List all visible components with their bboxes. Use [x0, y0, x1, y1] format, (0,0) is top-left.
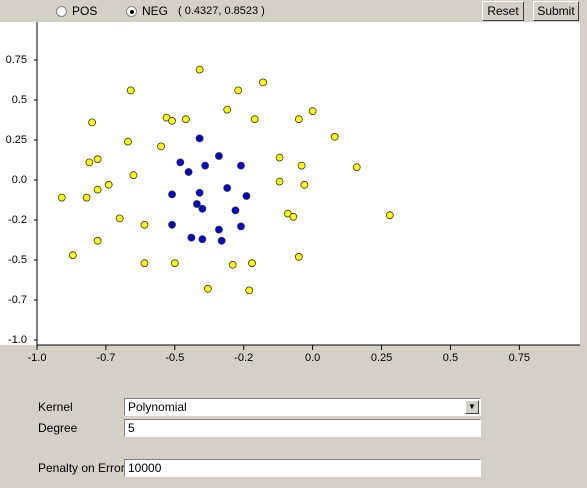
y-tick-label: 0.0: [12, 174, 27, 186]
x-tick-label: 0.5: [443, 352, 458, 364]
y-tick-label: 0.75: [6, 54, 27, 66]
data-point: [88, 118, 97, 127]
data-point: [168, 220, 176, 229]
text-input[interactable]: 10000: [124, 459, 481, 477]
data-point: [245, 286, 254, 295]
data-point: [308, 107, 317, 116]
data-point: [126, 86, 135, 95]
data-point: [93, 236, 102, 245]
data-point: [385, 211, 394, 220]
chart: 0.75 0.5 0.25 0.0 -0.2 -0.5 -0.7 -1.0-1.0 -0.7 -0…: [0, 22, 580, 364]
data-point: [330, 132, 339, 141]
data-point: [203, 284, 212, 293]
data-point: [294, 252, 303, 261]
data-point: [170, 259, 179, 268]
data-point: [231, 206, 240, 215]
plot-area: [0, 22, 580, 345]
x-tick-label: -0.5: [165, 352, 184, 364]
data-point: [93, 185, 102, 194]
x-tick-label: 0.25: [371, 352, 392, 364]
data-point: [157, 142, 165, 151]
data-point: [297, 161, 306, 170]
data-point: [198, 235, 207, 244]
field-label: Degree: [38, 421, 78, 435]
y-tick-label: -0.5: [8, 254, 27, 266]
data-point: [215, 152, 223, 160]
data-point: [201, 161, 210, 170]
data-point: [215, 225, 223, 234]
data-point: [217, 236, 226, 245]
radio-label: POS: [72, 4, 98, 18]
data-point: [195, 134, 204, 143]
data-point: [85, 158, 94, 167]
data-point: [234, 86, 243, 95]
coordinate-readout: ( 0.4327, 0.8523 ): [178, 5, 265, 17]
radio-button[interactable]: [56, 6, 67, 17]
data-point: [192, 200, 201, 208]
data-point: [275, 177, 284, 186]
y-tick-label: -0.2: [8, 214, 27, 226]
data-point: [352, 163, 361, 172]
data-point: [289, 212, 298, 221]
data-point: [195, 65, 204, 74]
data-point: [250, 115, 259, 124]
data-point: [104, 180, 113, 189]
button[interactable]: Submit: [533, 1, 579, 21]
field-label: Penalty on Error: [38, 461, 125, 475]
data-point: [242, 192, 251, 200]
text-input[interactable]: 5: [124, 419, 481, 437]
data-point: [223, 105, 232, 114]
data-point: [237, 222, 245, 231]
data-point: [82, 193, 91, 202]
x-tick-label: -1.0: [28, 352, 47, 364]
data-point: [168, 190, 176, 199]
data-point: [228, 260, 237, 269]
radio-label: NEG: [142, 4, 169, 18]
data-point: [57, 193, 66, 202]
field-label: Kernel: [38, 400, 73, 414]
data-point: [68, 251, 77, 260]
data-point: [198, 204, 207, 213]
radio-button[interactable]: [126, 6, 137, 17]
data-point: [223, 184, 232, 192]
data-point: [115, 214, 124, 223]
data-point: [93, 155, 102, 164]
data-point: [140, 259, 149, 268]
x-tick-label: 0.75: [509, 352, 530, 364]
y-tick-label: -0.7: [8, 294, 27, 306]
button[interactable]: Reset: [482, 1, 524, 21]
y-tick-label: 0.5: [12, 94, 27, 106]
data-point: [140, 220, 149, 229]
dropdown[interactable]: Polynomial ▼: [124, 398, 481, 416]
data-point: [124, 137, 132, 146]
data-point: [184, 168, 193, 176]
data-point: [237, 161, 245, 170]
data-point: [181, 115, 190, 124]
x-tick-label: 0.0: [305, 352, 320, 364]
dropdown-arrow[interactable]: ▼: [465, 400, 479, 414]
data-point: [275, 153, 284, 162]
data-point: [187, 233, 196, 242]
y-tick-label: -1.0: [8, 334, 27, 346]
data-point: [129, 171, 138, 180]
x-tick-label: -0.2: [234, 352, 253, 364]
data-point: [248, 259, 256, 268]
data-point: [168, 116, 176, 125]
data-point: [176, 158, 185, 167]
data-point: [259, 78, 267, 87]
x-tick-label: -0.7: [96, 352, 115, 364]
data-point: [195, 188, 204, 197]
y-tick-label: 0.25: [6, 134, 27, 146]
data-point: [294, 115, 303, 124]
data-point: [300, 180, 309, 189]
